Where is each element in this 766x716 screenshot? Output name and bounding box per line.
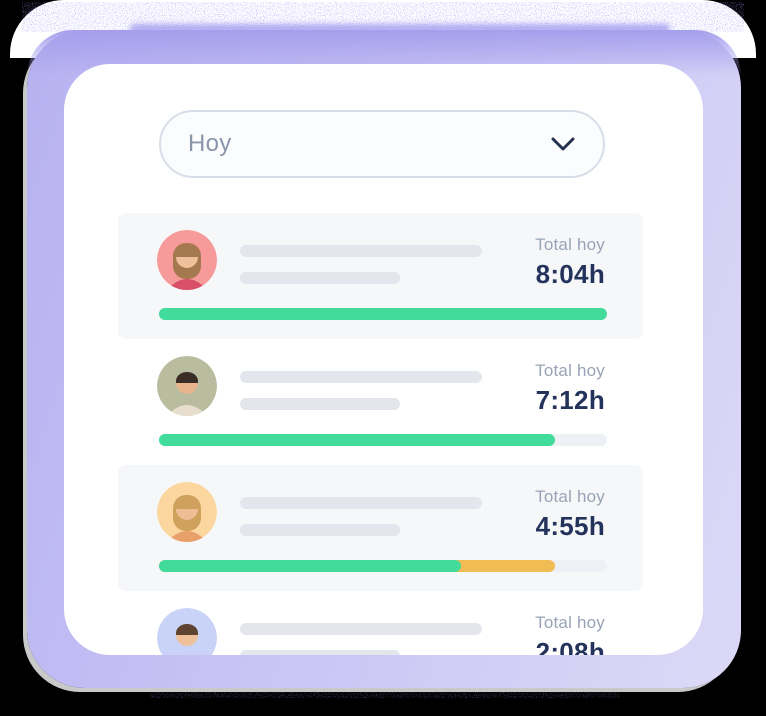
skeleton-text-bar (240, 245, 482, 257)
user-time-row[interactable]: Total hoy 7:12h (118, 339, 643, 465)
user-time-list: Total hoy 8:04h Total hoy 7:12h (118, 213, 643, 655)
noise-gradient-line (130, 24, 670, 33)
totals-block: Total hoy 7:12h (535, 361, 605, 416)
skeleton-text-bar (240, 497, 482, 509)
progress-bar (159, 308, 607, 320)
total-label: Total hoy (535, 487, 605, 506)
avatar (157, 356, 217, 416)
skeleton-text-bar (240, 623, 482, 635)
progress-bar (159, 434, 607, 446)
totals-block: Total hoy 4:55h (535, 487, 605, 542)
date-range-dropdown[interactable]: Hoy (159, 110, 605, 178)
total-time-value: 4:55h (535, 511, 605, 541)
progress-worked-segment (159, 308, 607, 320)
progress-worked-segment (159, 560, 462, 572)
chevron-down-icon (551, 137, 575, 151)
total-label: Total hoy (535, 235, 605, 254)
skeleton-text-bar (240, 371, 482, 383)
avatar (157, 482, 217, 542)
total-time-value: 8:04h (535, 259, 605, 289)
skeleton-text-bar (240, 398, 400, 410)
progress-bar (159, 560, 607, 572)
user-time-row[interactable]: Total hoy 2:08h (118, 591, 643, 655)
totals-block: Total hoy 2:08h (535, 613, 605, 655)
avatar (157, 608, 217, 655)
total-label: Total hoy (535, 361, 605, 380)
total-label: Total hoy (535, 613, 605, 632)
total-time-value: 7:12h (535, 385, 605, 415)
progress-worked-segment (159, 434, 556, 446)
date-range-value: Hoy (188, 130, 232, 157)
time-tracking-card: Hoy Total hoy 8:04h (64, 64, 703, 655)
skeleton-text-bar (240, 272, 400, 284)
total-time-value: 2:08h (535, 637, 605, 655)
skeleton-text-bar (240, 650, 400, 655)
avatar (157, 230, 217, 290)
skeleton-text-bar (240, 524, 400, 536)
user-time-row[interactable]: Total hoy 4:55h (118, 465, 643, 591)
user-time-row[interactable]: Total hoy 8:04h (118, 213, 643, 339)
totals-block: Total hoy 8:04h (535, 235, 605, 290)
